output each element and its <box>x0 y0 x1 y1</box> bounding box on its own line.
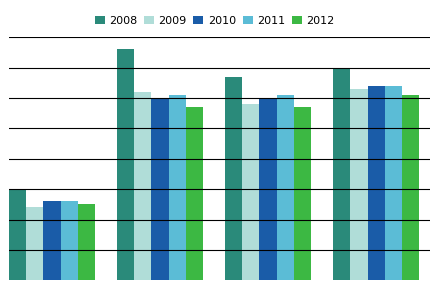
Bar <box>117 49 134 280</box>
Bar <box>168 95 186 280</box>
Bar <box>26 207 43 280</box>
Bar <box>242 104 259 280</box>
Bar <box>384 86 401 280</box>
Bar <box>224 77 242 280</box>
Bar <box>9 189 26 280</box>
Bar <box>276 95 293 280</box>
Bar <box>293 107 311 280</box>
Bar <box>60 201 78 280</box>
Bar <box>43 201 60 280</box>
Bar <box>367 86 384 280</box>
Bar <box>186 107 203 280</box>
Legend: 2008, 2009, 2010, 2011, 2012: 2008, 2009, 2010, 2011, 2012 <box>90 11 338 30</box>
Bar <box>401 95 418 280</box>
Bar <box>332 67 350 280</box>
Bar <box>350 89 367 280</box>
Bar <box>259 98 276 280</box>
Bar <box>151 98 168 280</box>
Bar <box>134 92 151 280</box>
Bar <box>78 204 95 280</box>
